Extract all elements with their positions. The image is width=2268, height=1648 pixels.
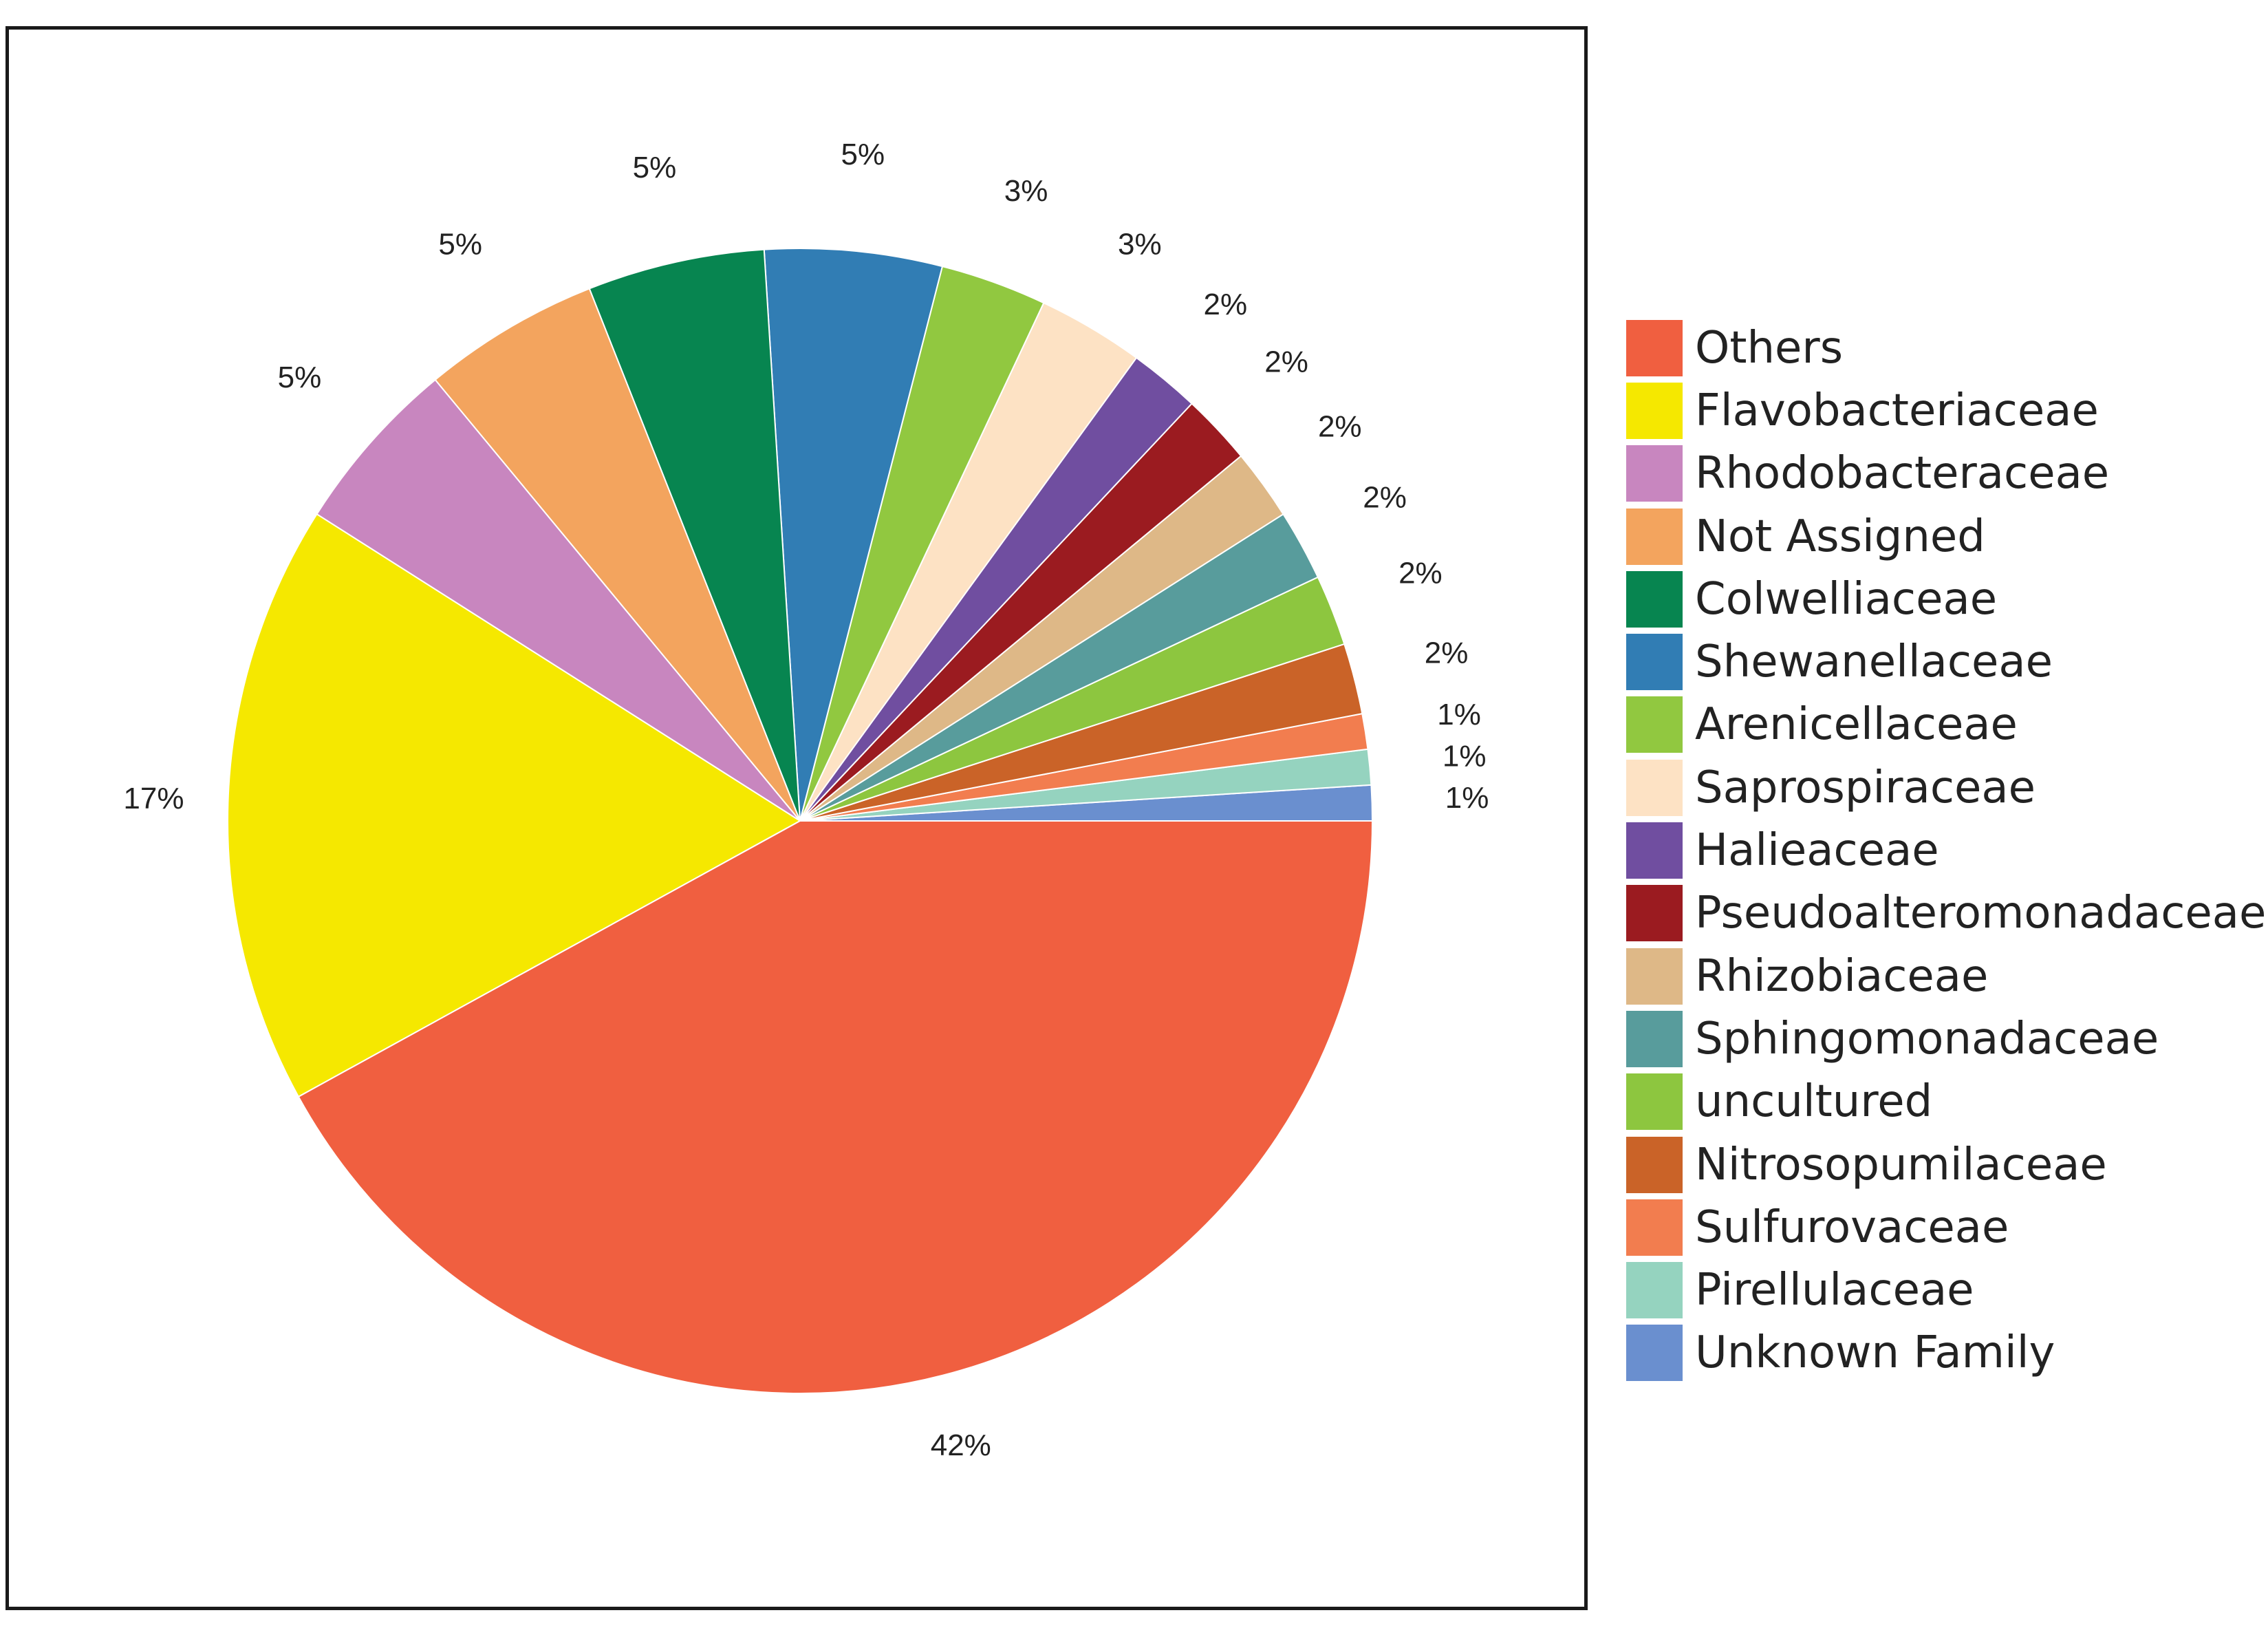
legend-item-flavobacteriaceae: Flavobacteriaceae [1626, 379, 2266, 442]
legend-item-sphingomonadaceae: Sphingomonadaceae [1626, 1007, 2266, 1070]
pie-label-unknown-family: 1% [1445, 781, 1489, 815]
legend-label: Flavobacteriaceae [1695, 385, 2099, 436]
pie-slice-colwelliaceae [588, 248, 801, 822]
legend-label: Shewanellaceae [1695, 636, 2053, 688]
legend-item-rhodobacteraceae: Rhodobacteraceae [1626, 442, 2266, 505]
legend-label: uncultured [1695, 1076, 1933, 1128]
pie-chart: 1% 1% 1% 2% 2% 2% 2% 2% 2% 3% 3% 5% 5% 5% 5% 17% 42% [123, 138, 1489, 1462]
legend-item-nitrosopumilaceae: Nitrosopumilaceae [1626, 1133, 2266, 1196]
legend-swatch [1626, 319, 1683, 376]
pie-label-rhodobacteraceae: 5% [278, 361, 322, 394]
legend-item-sulfurovaceae: Sulfurovaceae [1626, 1196, 2266, 1259]
legend-swatch [1626, 382, 1683, 439]
legend-item-others: Others [1626, 317, 2266, 379]
pie-slice-others [297, 820, 1374, 1394]
pie-slice-not-assigned [434, 288, 801, 822]
pie-slice-flavobacteriaceae [227, 513, 801, 1098]
legend-swatch [1626, 1325, 1683, 1382]
legend-swatch [1626, 570, 1683, 628]
legend-item-uncultured: uncultured [1626, 1071, 2266, 1133]
pie-slice-shewanellaceae [763, 248, 944, 822]
legend-label: Rhizobiaceae [1695, 950, 1989, 1002]
legend-item-colwelliaceae: Colwelliaceae [1626, 568, 2266, 630]
legend-swatch [1626, 1073, 1683, 1131]
legend-swatch [1626, 445, 1683, 502]
legend-item-pirellulaceae: Pirellulaceae [1626, 1259, 2266, 1321]
legend-label: Sphingomonadaceae [1695, 1013, 2159, 1064]
legend-swatch [1626, 885, 1683, 942]
pie-label-saprospiraceae: 3% [1118, 228, 1162, 261]
legend-swatch [1626, 948, 1683, 1005]
pie-slice-rhodobacteraceae [316, 378, 801, 822]
legend-swatch [1626, 1136, 1683, 1193]
pie-label-pseudoalteromonadaceae: 2% [1264, 345, 1308, 379]
legend-swatch [1626, 508, 1683, 565]
pie-label-sulfurovaceae: 1% [1437, 698, 1481, 731]
legend-label: Pseudoalteromonadaceae [1695, 888, 2267, 939]
legend-swatch [1626, 1199, 1683, 1256]
legend-item-shewanellaceae: Shewanellaceae [1626, 630, 2266, 693]
pie-label-shewanellaceae: 5% [841, 138, 885, 171]
legend-swatch [1626, 759, 1683, 816]
legend-item-pseudoalteromonadaceae: Pseudoalteromonadaceae [1626, 882, 2266, 945]
legend-label: Not Assigned [1695, 511, 1985, 562]
legend-label: Saprospiraceae [1695, 762, 2035, 813]
pie-label-sphingomonadaceae: 2% [1363, 480, 1407, 514]
legend-label: Sulfurovaceae [1695, 1201, 2009, 1253]
legend-swatch [1626, 1262, 1683, 1319]
legend-item-arenicellaceae: Arenicellaceae [1626, 694, 2266, 756]
legend-swatch [1626, 1010, 1683, 1067]
pie-label-others: 42% [931, 1428, 991, 1462]
pie-label-uncultured: 2% [1398, 557, 1443, 590]
legend-item-saprospiraceae: Saprospiraceae [1626, 756, 2266, 819]
pie-label-arenicellaceae: 3% [1004, 174, 1048, 208]
legend-label: Halieaceae [1695, 825, 1939, 877]
chart-frame: 1% 1% 1% 2% 2% 2% 2% 2% 2% 3% 3% 5% 5% 5% 5% 17% 42% [6, 26, 1588, 1610]
legend-label: Others [1695, 322, 1844, 374]
legend: Others Flavobacteriaceae Rhodobacteraceae N… [1626, 317, 2266, 1384]
legend-item-unknown-family: Unknown Family [1626, 1322, 2266, 1384]
legend-swatch [1626, 634, 1683, 691]
pie-label-halieaceae: 2% [1204, 288, 1248, 321]
pie-label-nitrosopumilaceae: 2% [1425, 636, 1469, 670]
legend-swatch [1626, 822, 1683, 879]
legend-label: Pirellulaceae [1695, 1265, 1974, 1316]
pie-label-flavobacteriaceae: 17% [123, 782, 184, 815]
legend-item-rhizobiaceae: Rhizobiaceae [1626, 945, 2266, 1007]
pie-label-not-assigned: 5% [438, 228, 482, 261]
pie-label-rhizobiaceae: 2% [1318, 409, 1362, 443]
legend-item-not-assigned: Not Assigned [1626, 505, 2266, 568]
legend-item-halieaceae: Halieaceae [1626, 819, 2266, 881]
legend-label: Arenicellaceae [1695, 699, 2018, 751]
pie-label-colwelliaceae: 5% [633, 151, 677, 184]
legend-swatch [1626, 696, 1683, 753]
legend-label: Nitrosopumilaceae [1695, 1139, 2107, 1190]
legend-label: Rhodobacteraceae [1695, 448, 2110, 500]
pie-label-pirellulaceae: 1% [1443, 739, 1487, 773]
legend-label: Unknown Family [1695, 1327, 2055, 1379]
legend-label: Colwelliaceae [1695, 573, 1998, 625]
